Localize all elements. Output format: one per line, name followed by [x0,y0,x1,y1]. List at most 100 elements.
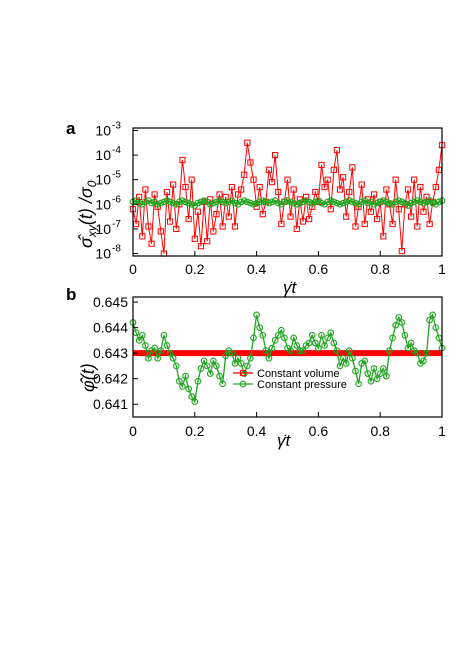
panel-b: b 0 0.2 0.4 0.6 0.8 1 0.6410.6420.6430.6440.6… [66,285,446,450]
data-point [327,206,334,213]
y-tick-exponent: -3 [112,120,121,131]
data-point [157,228,164,235]
y-tick-label: 0.641 [93,396,128,412]
x-tick-label: 0.2 [185,261,205,277]
data-point [166,198,174,206]
data-point [370,191,378,198]
data-point [290,186,297,193]
data-point [179,156,186,164]
data-point [188,393,196,400]
data-point [210,228,217,235]
data-point [154,200,162,208]
data-point [216,372,223,380]
data-point [413,197,421,204]
panel-a-x-ticks: 0 0.2 0.4 0.6 0.8 1 [129,251,446,277]
data-point [290,334,298,342]
data-point [237,198,245,206]
data-point [197,198,205,206]
data-point [194,377,202,385]
data-point [336,186,344,193]
data-point [330,198,338,206]
data-point [148,199,155,207]
data-point [154,354,162,362]
data-point [312,188,319,196]
data-point [299,218,307,225]
data-point [318,199,325,207]
data-point [370,200,378,208]
panel-b-x-axis-label: γ̇t [277,431,292,450]
data-point [299,347,307,354]
data-point [336,200,344,208]
data-point [262,347,270,354]
data-point [349,198,356,206]
y-tick-label: 10 [95,122,111,138]
data-point [219,380,226,388]
data-point [200,197,208,204]
data-point [157,347,165,354]
panel-a-y-ticks: 10-810-710-610-510-410-3 [95,120,138,262]
data-point [151,344,158,352]
data-point [345,347,353,354]
data-point [352,199,359,207]
data-point [219,198,226,206]
x-tick-label: 0.6 [309,423,329,439]
data-point [194,208,201,215]
data-point [145,223,152,230]
x-tick-label: 1 [438,423,446,439]
data-point [383,372,390,380]
data-point [383,198,390,206]
data-point [398,247,405,255]
y-tick-label: 0.642 [93,371,128,387]
data-point [182,198,189,206]
data-point [203,362,211,370]
panel-a-marks [129,139,446,257]
panel-a-y-label-sub: xy [85,224,99,238]
data-point [157,199,165,207]
legend-swatch-marker [239,380,247,388]
data-point [367,208,375,215]
data-point [265,166,273,173]
data-point [256,183,263,191]
data-point [395,206,402,213]
x-tick-label: 0.2 [185,423,205,439]
x-tick-label: 0.6 [309,261,329,277]
data-point [429,311,437,319]
data-point [324,198,332,206]
data-point [287,198,294,206]
y-tick-label: 0.643 [93,345,128,361]
data-point [306,215,313,223]
data-point [392,176,399,183]
data-point [244,139,251,146]
data-point [213,211,220,218]
data-point [345,197,353,204]
data-point [268,198,276,206]
data-point [281,198,288,206]
data-point [380,233,387,240]
data-point [200,357,208,365]
data-point [231,360,239,367]
data-point [173,225,180,233]
data-point [194,199,202,207]
y-tick-label: 0.644 [93,320,128,336]
data-point [392,198,400,206]
data-point [169,199,177,207]
data-point [305,339,313,347]
data-point [216,197,223,204]
data-point [253,311,260,319]
data-point [327,329,335,337]
data-point [330,166,337,173]
panel-b-marks [129,311,446,406]
data-point [315,344,322,352]
data-point [272,151,279,159]
data-point [414,223,421,230]
data-point [290,199,298,207]
x-tick-label: 0 [129,261,137,277]
data-point [176,198,183,206]
data-point [352,367,359,375]
panel-a-y-label-sub2: 0 [85,180,99,187]
data-point [339,354,347,362]
data-point [432,324,440,331]
data-point [321,183,328,191]
data-point [364,370,372,377]
